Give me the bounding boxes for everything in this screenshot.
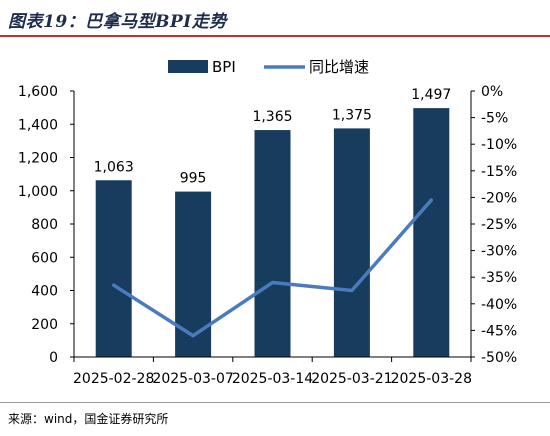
- left-tick-label: 1,000: [18, 184, 58, 200]
- right-tick-label: -45%: [481, 323, 517, 339]
- bar-2025-02-28: [95, 180, 132, 357]
- x-tick-label: 2025-03-07: [152, 371, 233, 387]
- right-tick-label: -5%: [481, 111, 508, 127]
- left-tick-label: 800: [31, 217, 58, 233]
- right-tick-label: -25%: [481, 217, 517, 233]
- x-tick-label: 2025-03-14: [232, 371, 313, 387]
- legend-swatch-bpi: [168, 60, 208, 73]
- bar-2025-03-14: [254, 130, 291, 357]
- bpi-chart: 1,063 995 1,365 1,375 1,497 0 200 400 600 800 1,00…: [18, 58, 517, 387]
- x-tick-label: 2025-03-28: [391, 371, 472, 387]
- data-label-2025-02-28: 1,063: [94, 159, 134, 175]
- legend-label-yoy: 同比增速: [309, 58, 369, 76]
- right-tick-label: -40%: [481, 297, 517, 313]
- left-tick-label: 1,400: [18, 117, 58, 133]
- right-tick-label: -50%: [481, 350, 517, 366]
- data-label-2025-03-14: 1,365: [252, 109, 292, 125]
- title-divider: [0, 35, 550, 37]
- chart-title: 图表19：巴拿马型BPI走势: [8, 12, 227, 32]
- bar-2025-03-07: [175, 191, 212, 357]
- bar-2025-03-21: [333, 128, 370, 357]
- data-label-2025-03-28: 1,497: [411, 87, 451, 103]
- left-tick-label: 0: [49, 350, 58, 366]
- left-tick-label: 1,600: [18, 84, 58, 100]
- left-tick-label: 1,200: [18, 151, 58, 167]
- source-note: 来源：wind，国金证券研究所: [8, 412, 169, 426]
- right-tick-label: -20%: [481, 190, 517, 206]
- source-divider: [0, 402, 550, 403]
- left-tick-label: 600: [31, 250, 58, 266]
- line-yoy-growth: [111, 198, 434, 338]
- data-label-2025-03-21: 1,375: [332, 107, 372, 123]
- right-tick-label: -35%: [481, 270, 517, 286]
- legend-label-bpi: BPI: [212, 58, 236, 76]
- x-tick-label: 2025-03-21: [311, 371, 392, 387]
- right-tick-label: -15%: [481, 164, 517, 180]
- title-bar: 图表19：巴拿马型BPI走势: [0, 0, 550, 37]
- left-tick-label: 200: [31, 317, 58, 333]
- data-label-2025-03-07: 995: [180, 171, 207, 187]
- x-tick-label: 2025-02-28: [73, 371, 154, 387]
- right-tick-label: -10%: [481, 137, 517, 153]
- right-tick-label: -30%: [481, 244, 517, 260]
- bar-2025-03-28: [413, 108, 450, 357]
- left-tick-label: 400: [31, 284, 58, 300]
- right-tick-label: 0%: [481, 84, 503, 100]
